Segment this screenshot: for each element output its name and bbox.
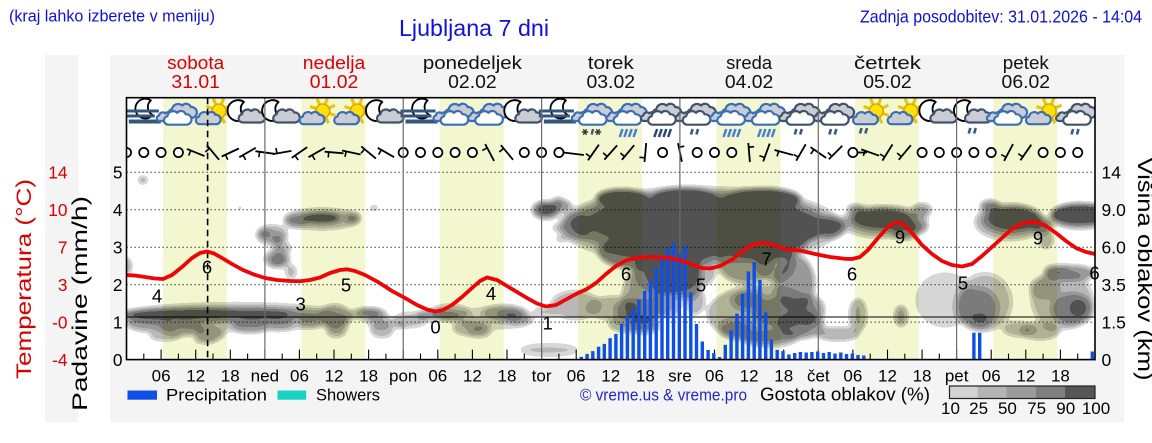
- svg-text:06: 06: [428, 367, 447, 386]
- svg-text:sre: sre: [668, 367, 692, 386]
- svg-text:06: 06: [567, 367, 586, 386]
- svg-text:18: 18: [221, 367, 240, 386]
- svg-text:Padavine (mm/h): Padavine (mm/h): [69, 196, 92, 411]
- svg-text:12: 12: [878, 367, 897, 386]
- svg-text:12: 12: [740, 367, 759, 386]
- svg-text:05.02: 05.02: [863, 72, 912, 92]
- svg-text:3: 3: [296, 293, 306, 314]
- svg-text:ponedeljek: ponedeljek: [423, 53, 523, 73]
- svg-text:18: 18: [636, 367, 655, 386]
- svg-text:-0: -0: [52, 312, 67, 332]
- svg-text:sobota: sobota: [167, 53, 225, 73]
- svg-text:1: 1: [543, 312, 553, 333]
- svg-text:6: 6: [621, 263, 631, 284]
- svg-text:3.5: 3.5: [1102, 275, 1126, 295]
- svg-text:Zadnja posodobitev: 31.01.2026: Zadnja posodobitev: 31.01.2026 - 14:04: [860, 7, 1142, 27]
- svg-text:1.5: 1.5: [1102, 312, 1126, 332]
- svg-text:Temperatura (°C): Temperatura (°C): [13, 179, 36, 379]
- svg-text:Showers: Showers: [316, 386, 380, 405]
- svg-text:7: 7: [58, 237, 68, 257]
- svg-text:9: 9: [895, 226, 905, 247]
- svg-text:pon: pon: [389, 367, 417, 386]
- svg-text:06: 06: [982, 367, 1001, 386]
- svg-text:-4: -4: [52, 350, 68, 370]
- svg-text:čet: čet: [807, 367, 830, 386]
- svg-text:25: 25: [969, 399, 988, 418]
- svg-text:4: 4: [113, 200, 123, 220]
- svg-text:Gostota oblakov (%): Gostota oblakov (%): [760, 384, 930, 405]
- svg-text:31.01: 31.01: [171, 72, 220, 92]
- svg-text:© vreme.us & vreme.pro: © vreme.us & vreme.pro: [580, 386, 747, 405]
- svg-text:06.02: 06.02: [1002, 72, 1051, 92]
- svg-text:1: 1: [113, 312, 123, 332]
- svg-text:12: 12: [325, 367, 344, 386]
- svg-text:75: 75: [1027, 399, 1046, 418]
- svg-text:14: 14: [1102, 162, 1122, 182]
- svg-text:10: 10: [48, 200, 67, 220]
- svg-text:5: 5: [341, 274, 351, 295]
- svg-text:pet: pet: [945, 367, 969, 386]
- svg-text:06: 06: [843, 367, 862, 386]
- svg-text:Višina oblakov (km): Višina oblakov (km): [1133, 158, 1152, 381]
- svg-text:90: 90: [1056, 399, 1075, 418]
- svg-text:12: 12: [186, 367, 205, 386]
- svg-text:06: 06: [705, 367, 724, 386]
- svg-text:18: 18: [359, 367, 378, 386]
- svg-text:torek: torek: [588, 53, 635, 73]
- svg-text:18: 18: [913, 367, 932, 386]
- svg-text:0: 0: [1102, 350, 1112, 370]
- svg-text:petek: petek: [1003, 53, 1050, 73]
- svg-text:06: 06: [290, 367, 309, 386]
- svg-text:četrtek: četrtek: [854, 53, 922, 73]
- svg-text:50: 50: [998, 399, 1017, 418]
- svg-text:14: 14: [48, 162, 68, 182]
- svg-text:Precipitation: Precipitation: [166, 386, 267, 405]
- svg-text:(kraj lahko izberete v meniju): (kraj lahko izberete v meniju): [9, 7, 215, 26]
- svg-text:nedelja: nedelja: [303, 53, 367, 73]
- svg-text:0: 0: [113, 350, 123, 370]
- svg-text:Ljubljana 7 dni: Ljubljana 7 dni: [399, 15, 549, 41]
- svg-text:7: 7: [761, 248, 771, 269]
- svg-text:18: 18: [1051, 367, 1070, 386]
- svg-text:01.02: 01.02: [310, 72, 359, 92]
- svg-text:6.0: 6.0: [1102, 237, 1127, 257]
- svg-text:2: 2: [113, 275, 123, 295]
- svg-text:tor: tor: [532, 367, 552, 386]
- svg-text:5: 5: [113, 162, 123, 182]
- svg-text:18: 18: [498, 367, 517, 386]
- svg-text:sreda: sreda: [726, 53, 773, 73]
- svg-text:12: 12: [463, 367, 482, 386]
- svg-text:3: 3: [58, 275, 68, 295]
- svg-text:18: 18: [774, 367, 793, 386]
- svg-text:9: 9: [1033, 227, 1043, 248]
- svg-text:9.0: 9.0: [1102, 200, 1127, 220]
- svg-text:04.02: 04.02: [725, 72, 774, 92]
- svg-text:4: 4: [486, 283, 496, 304]
- svg-text:4: 4: [152, 285, 162, 306]
- svg-text:06: 06: [152, 367, 171, 386]
- svg-text:5: 5: [958, 272, 968, 293]
- svg-text:3: 3: [113, 237, 123, 257]
- svg-text:03.02: 03.02: [587, 72, 636, 92]
- svg-text:0: 0: [430, 316, 440, 337]
- svg-text:6: 6: [202, 256, 212, 277]
- svg-text:100: 100: [1082, 399, 1110, 418]
- svg-text:12: 12: [601, 367, 620, 386]
- svg-text:12: 12: [1016, 367, 1035, 386]
- svg-text:02.02: 02.02: [448, 72, 497, 92]
- svg-text:6: 6: [847, 263, 857, 284]
- svg-text:10: 10: [941, 399, 960, 418]
- svg-text:5: 5: [696, 274, 706, 295]
- svg-text:ned: ned: [251, 367, 279, 386]
